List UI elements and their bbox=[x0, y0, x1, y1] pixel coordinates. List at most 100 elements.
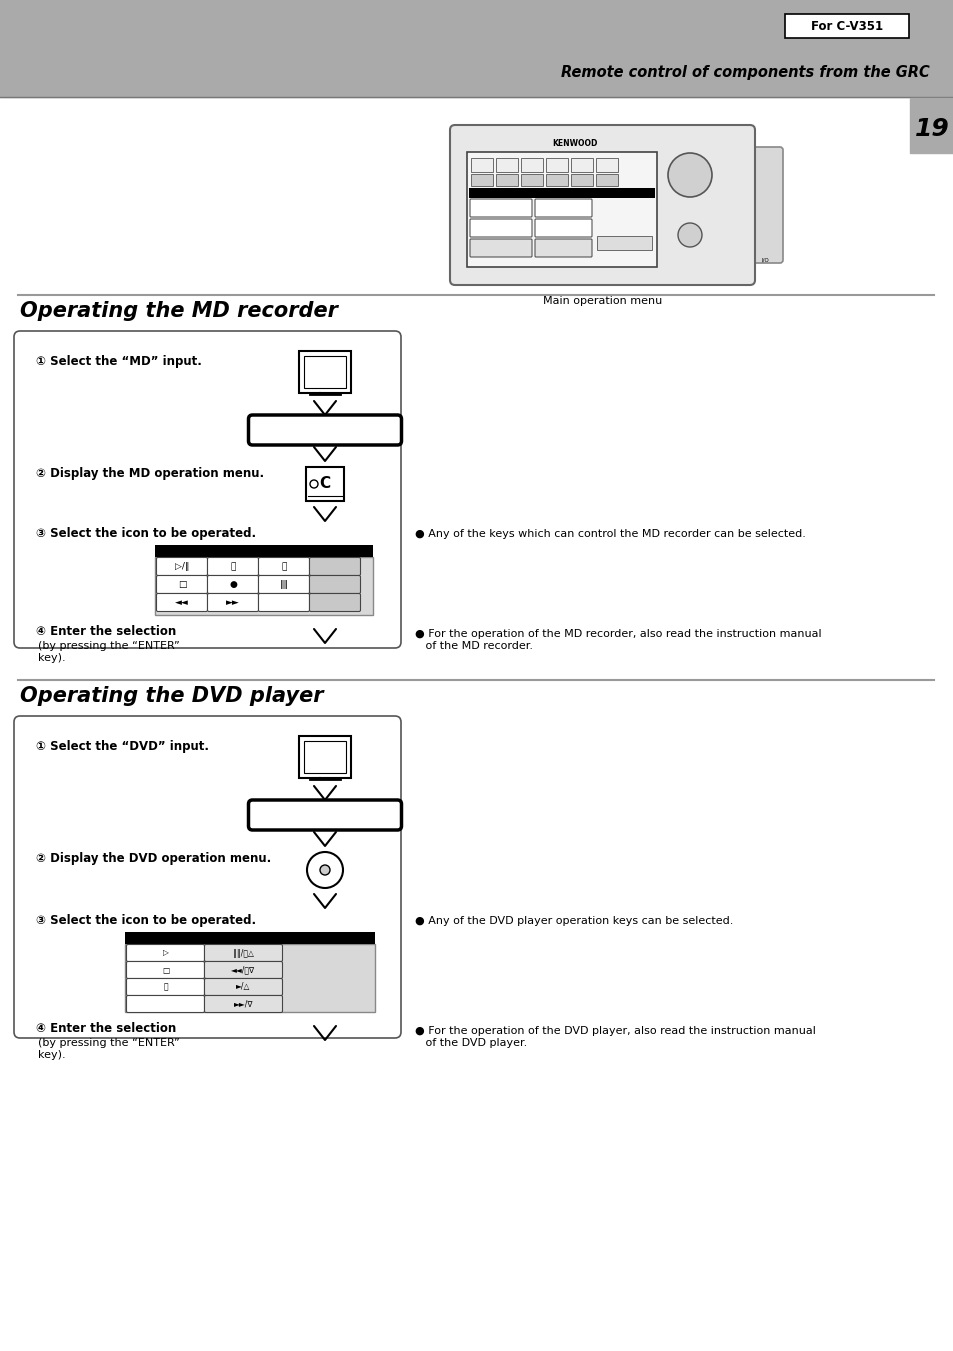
Text: For C-V351: For C-V351 bbox=[810, 19, 882, 32]
Bar bbox=[545, 174, 567, 186]
Circle shape bbox=[678, 223, 701, 247]
FancyBboxPatch shape bbox=[208, 558, 258, 576]
Text: ►►/∇: ►►/∇ bbox=[233, 1000, 253, 1008]
FancyBboxPatch shape bbox=[14, 331, 400, 648]
FancyBboxPatch shape bbox=[156, 558, 208, 576]
Bar bbox=[471, 174, 493, 186]
Text: (by pressing the “ENTER”
key).: (by pressing the “ENTER” key). bbox=[38, 1038, 179, 1059]
Text: ‖‖: ‖‖ bbox=[279, 580, 288, 589]
Bar bbox=[596, 174, 618, 186]
Bar bbox=[571, 174, 593, 186]
FancyBboxPatch shape bbox=[784, 14, 908, 38]
Text: Operating the DVD player: Operating the DVD player bbox=[20, 686, 323, 707]
Bar bbox=[154, 557, 373, 615]
FancyBboxPatch shape bbox=[470, 239, 532, 257]
FancyBboxPatch shape bbox=[746, 147, 782, 263]
FancyBboxPatch shape bbox=[535, 239, 592, 257]
Text: I/O: I/O bbox=[760, 258, 768, 262]
FancyBboxPatch shape bbox=[204, 978, 282, 996]
FancyBboxPatch shape bbox=[470, 199, 532, 218]
FancyBboxPatch shape bbox=[127, 944, 204, 962]
Text: ▷/‖: ▷/‖ bbox=[174, 562, 189, 571]
Text: 19: 19 bbox=[914, 118, 948, 142]
FancyBboxPatch shape bbox=[204, 944, 282, 962]
FancyBboxPatch shape bbox=[127, 962, 204, 978]
Bar bbox=[304, 357, 346, 388]
FancyBboxPatch shape bbox=[208, 576, 258, 593]
Bar bbox=[571, 158, 593, 172]
Bar bbox=[597, 236, 651, 250]
Text: ③ Select the icon to be operated.: ③ Select the icon to be operated. bbox=[36, 915, 255, 927]
Bar bbox=[0, 0, 953, 97]
Text: ● Any of the DVD player operation keys can be selected.: ● Any of the DVD player operation keys c… bbox=[415, 916, 733, 925]
FancyBboxPatch shape bbox=[535, 199, 592, 218]
Text: KENWOOD: KENWOOD bbox=[552, 139, 598, 149]
FancyBboxPatch shape bbox=[258, 576, 309, 593]
Text: ►/△: ►/△ bbox=[236, 982, 251, 992]
Text: ⏮: ⏮ bbox=[163, 982, 168, 992]
FancyBboxPatch shape bbox=[14, 716, 400, 1038]
Text: ‖‖/⏭△: ‖‖/⏭△ bbox=[233, 948, 253, 958]
Text: ●: ● bbox=[229, 580, 236, 589]
Text: (by pressing the “ENTER”
key).: (by pressing the “ENTER” key). bbox=[38, 640, 179, 662]
Bar bbox=[471, 158, 493, 172]
FancyBboxPatch shape bbox=[298, 351, 351, 393]
Text: □: □ bbox=[177, 580, 186, 589]
FancyBboxPatch shape bbox=[450, 126, 754, 285]
FancyBboxPatch shape bbox=[127, 978, 204, 996]
Bar bbox=[496, 174, 517, 186]
FancyBboxPatch shape bbox=[127, 996, 204, 1012]
Text: ④ Enter the selection: ④ Enter the selection bbox=[36, 626, 176, 638]
Circle shape bbox=[667, 153, 711, 197]
FancyBboxPatch shape bbox=[306, 467, 344, 501]
Bar bbox=[596, 158, 618, 172]
FancyBboxPatch shape bbox=[156, 576, 208, 593]
Text: ⏮: ⏮ bbox=[230, 562, 235, 571]
Text: ⏭: ⏭ bbox=[281, 562, 287, 571]
Text: ►►: ►► bbox=[226, 598, 239, 607]
Bar bbox=[496, 158, 517, 172]
Circle shape bbox=[319, 865, 330, 875]
Text: Main operation menu: Main operation menu bbox=[542, 296, 661, 305]
Bar bbox=[909, 99, 953, 153]
Bar bbox=[469, 188, 655, 199]
FancyBboxPatch shape bbox=[248, 800, 401, 830]
Text: ◄◄: ◄◄ bbox=[175, 598, 189, 607]
Bar bbox=[545, 158, 567, 172]
Bar bbox=[304, 740, 346, 773]
FancyBboxPatch shape bbox=[309, 558, 360, 576]
Text: ② Display the DVD operation menu.: ② Display the DVD operation menu. bbox=[36, 852, 271, 865]
Bar bbox=[154, 544, 373, 557]
Bar bbox=[520, 158, 542, 172]
Bar bbox=[125, 944, 375, 1012]
Text: □: □ bbox=[162, 966, 169, 974]
FancyBboxPatch shape bbox=[204, 962, 282, 978]
Bar bbox=[467, 153, 657, 267]
FancyBboxPatch shape bbox=[204, 996, 282, 1012]
FancyBboxPatch shape bbox=[470, 219, 532, 236]
FancyBboxPatch shape bbox=[156, 593, 208, 612]
Text: ① Select the “MD” input.: ① Select the “MD” input. bbox=[36, 355, 202, 367]
Text: ③ Select the icon to be operated.: ③ Select the icon to be operated. bbox=[36, 527, 255, 540]
Text: ▷: ▷ bbox=[162, 948, 169, 958]
FancyBboxPatch shape bbox=[258, 593, 309, 612]
Text: ● For the operation of the MD recorder, also read the instruction manual
   of t: ● For the operation of the MD recorder, … bbox=[415, 630, 821, 651]
FancyBboxPatch shape bbox=[248, 415, 401, 444]
Text: Remote control of components from the GRC: Remote control of components from the GR… bbox=[560, 65, 929, 80]
FancyBboxPatch shape bbox=[309, 576, 360, 593]
Text: ① Select the “DVD” input.: ① Select the “DVD” input. bbox=[36, 740, 209, 753]
FancyBboxPatch shape bbox=[208, 593, 258, 612]
FancyBboxPatch shape bbox=[535, 219, 592, 236]
Text: C: C bbox=[319, 477, 331, 492]
Text: ● Any of the keys which can control the MD recorder can be selected.: ● Any of the keys which can control the … bbox=[415, 530, 805, 539]
Circle shape bbox=[310, 480, 317, 488]
Text: ● For the operation of the DVD player, also read the instruction manual
   of th: ● For the operation of the DVD player, a… bbox=[415, 1025, 815, 1047]
Bar bbox=[125, 932, 375, 944]
Text: ② Display the MD operation menu.: ② Display the MD operation menu. bbox=[36, 467, 264, 480]
FancyBboxPatch shape bbox=[298, 736, 351, 778]
Text: Operating the MD recorder: Operating the MD recorder bbox=[20, 301, 337, 322]
Circle shape bbox=[307, 852, 343, 888]
Bar bbox=[520, 174, 542, 186]
Text: ④ Enter the selection: ④ Enter the selection bbox=[36, 1021, 176, 1035]
FancyBboxPatch shape bbox=[258, 558, 309, 576]
